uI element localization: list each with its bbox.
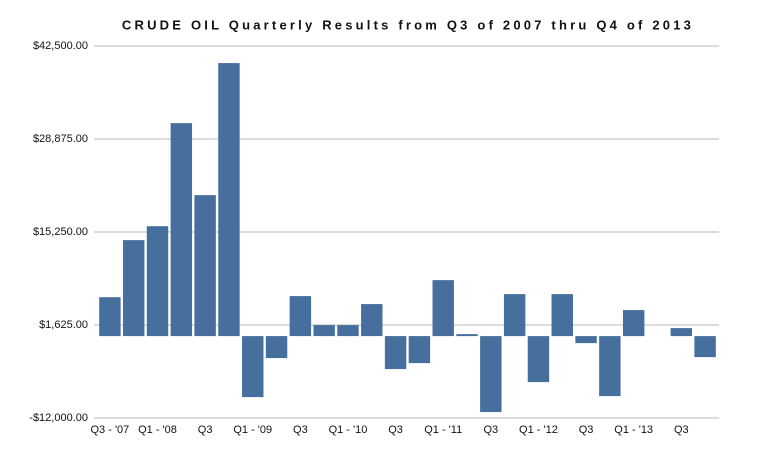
bar [313,325,335,337]
x-tick-label: Q1 - '08 [138,424,177,436]
bar [242,336,264,398]
y-tick-label: $28,875.00 [33,133,88,145]
bar [480,336,502,413]
bar [361,304,383,337]
bar [432,280,454,337]
bar [265,336,288,359]
chart-title: CRUDE OIL Quarterly Results from Q3 of 2… [122,17,694,32]
y-tick-label: $15,250.00 [33,226,88,238]
bar [456,334,478,337]
bar [527,336,550,383]
bar [99,297,121,337]
bar [622,310,645,337]
x-tick-label: Q1 - '11 [424,424,462,436]
bar [408,336,431,364]
x-tick-label: Q3 [388,424,403,436]
x-tick-label: Q3 [674,424,689,436]
bar [551,294,573,337]
x-tick-label: Q1 - '12 [519,424,558,436]
bar [289,296,312,337]
bar [170,123,193,337]
bar [146,226,169,337]
x-tick-label: Q3 [198,424,213,436]
x-tick-label: Q1 - '10 [329,424,368,436]
y-tick-label: $42,500.00 [33,40,88,52]
x-tick-label: Q3 [483,424,498,436]
bar [218,63,240,337]
x-tick-label: Q3 [579,424,594,436]
bar [384,336,407,370]
bar [694,336,716,358]
x-tick-label: Q1 - '13 [614,424,653,436]
bar [122,240,145,337]
bar [337,325,359,337]
bar [670,328,693,337]
x-tick-label: Q1 - '09 [233,424,272,436]
y-tick-label: -$12,000.00 [29,412,88,424]
bar [599,336,621,397]
x-tick-label: Q3 [293,424,308,436]
bar [503,294,526,337]
x-tick-label: Q3 - '07 [91,424,130,436]
bar [575,336,597,344]
y-tick-label: $1,625.00 [39,319,88,331]
bar [194,195,216,337]
